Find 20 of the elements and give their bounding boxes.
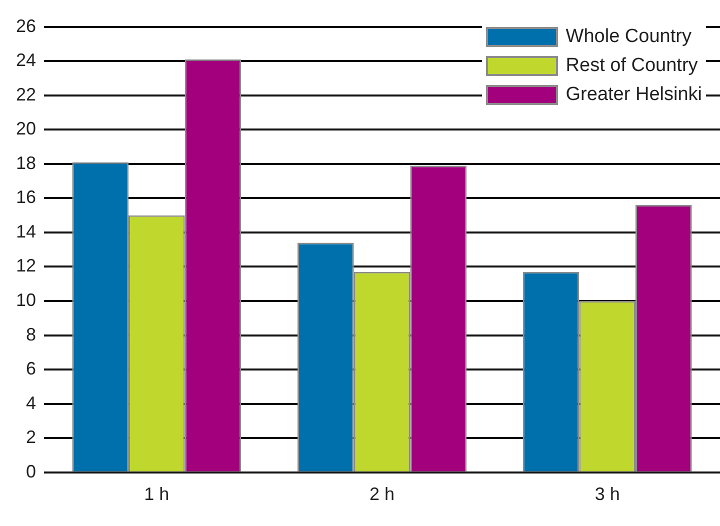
y-tick-label: 2 xyxy=(26,427,36,448)
legend-label: Whole Country xyxy=(566,26,692,48)
y-tick-label: 6 xyxy=(26,358,36,379)
x-tick-label: 2 h xyxy=(369,484,395,504)
y-tick-label: 16 xyxy=(16,187,36,208)
legend-label: Greater Helsinki xyxy=(566,84,702,106)
y-tick-label: 24 xyxy=(16,50,36,70)
y-tick-label: 12 xyxy=(16,256,36,276)
y-tick-label: 18 xyxy=(16,152,36,173)
x-tick-label: 1 h xyxy=(144,484,170,504)
x-tick-label: 3 h xyxy=(594,484,620,504)
y-tick-label: 8 xyxy=(26,324,36,344)
y-tick-label: 4 xyxy=(26,392,36,413)
legend-label: Rest of Country xyxy=(566,54,698,76)
y-tick-label: 0 xyxy=(26,461,36,482)
y-tick-label: 22 xyxy=(16,84,36,104)
y-tick-label: 26 xyxy=(16,16,36,36)
y-tick-label: 10 xyxy=(16,290,36,310)
y-tick-label: 20 xyxy=(16,118,36,139)
y-tick-label: 14 xyxy=(16,221,36,242)
